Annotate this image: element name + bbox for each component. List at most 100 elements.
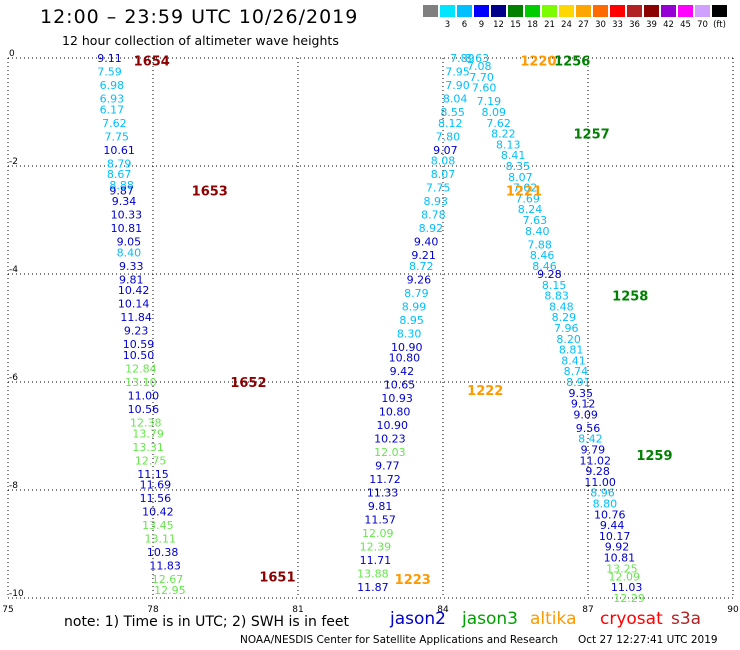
color-scale-cell: 39 bbox=[643, 4, 660, 30]
wave-height-value: 11.71 bbox=[360, 554, 392, 567]
color-scale-cell: 70 bbox=[694, 4, 711, 30]
wave-height-value: 9.42 bbox=[390, 365, 415, 378]
x-tick-label: 87 bbox=[582, 605, 593, 615]
wave-height-value: 8.55 bbox=[440, 106, 465, 119]
wave-height-value: 8.95 bbox=[399, 314, 424, 327]
wave-height-value: 10.90 bbox=[391, 341, 423, 354]
y-tick-label: -6 bbox=[9, 373, 18, 383]
x-tick-label: 75 bbox=[2, 605, 13, 615]
wave-height-value: 9.11 bbox=[97, 52, 122, 65]
color-swatch bbox=[439, 4, 456, 18]
color-scale-cell: 12 bbox=[490, 4, 507, 30]
wave-height-value: 13.10 bbox=[125, 376, 157, 389]
color-swatch bbox=[592, 4, 609, 18]
wave-height-value: 9.40 bbox=[414, 236, 439, 249]
track-label: 1256 bbox=[554, 55, 590, 70]
wave-height-value: 8.92 bbox=[419, 222, 444, 235]
wave-height-value: 10.56 bbox=[128, 403, 160, 416]
color-scale-cell: 45 bbox=[677, 4, 694, 30]
wave-height-value: 8.88 bbox=[109, 179, 134, 192]
wave-height-value: 10.81 bbox=[111, 222, 143, 235]
wave-height-value: 9.34 bbox=[112, 195, 137, 208]
wave-height-value: 9.09 bbox=[573, 408, 598, 421]
wave-height-value: 8.83 bbox=[544, 290, 569, 303]
wave-height-value: 8.72 bbox=[409, 260, 434, 273]
x-tick-label: 81 bbox=[292, 605, 303, 615]
track-label: 1651 bbox=[259, 570, 295, 585]
wave-height-value: 9.81 bbox=[368, 500, 393, 513]
color-swatch bbox=[575, 4, 592, 18]
wave-height-value: 8.08 bbox=[431, 155, 456, 168]
color-scale-cell: 24 bbox=[558, 4, 575, 30]
wave-height-value: 11.33 bbox=[367, 487, 399, 500]
wave-height-value: 12.67 bbox=[152, 573, 184, 586]
color-scale-label: 30 bbox=[595, 20, 606, 30]
track-label: 1652 bbox=[230, 376, 266, 391]
wave-height-value: 13.45 bbox=[142, 519, 174, 532]
color-swatch bbox=[677, 4, 694, 18]
wave-height-value: 10.65 bbox=[384, 379, 416, 392]
wave-height-value: 12.95 bbox=[154, 584, 186, 597]
color-scale-label: 3 bbox=[444, 20, 451, 30]
color-scale-cell: 18 bbox=[524, 4, 541, 30]
wave-height-value: 12.29 bbox=[613, 592, 645, 605]
color-swatch bbox=[490, 4, 507, 18]
color-swatch bbox=[507, 4, 524, 18]
wave-height-value: 10.50 bbox=[123, 349, 155, 362]
wave-height-value: 9.56 bbox=[576, 422, 601, 435]
color-scale-label: (ft) bbox=[713, 20, 726, 30]
wave-height-value: 8.40 bbox=[117, 246, 142, 259]
wave-height-value: 6.93 bbox=[100, 93, 125, 106]
color-scale-label: 27 bbox=[578, 20, 589, 30]
color-swatch bbox=[422, 4, 439, 18]
color-scale-label: 24 bbox=[561, 20, 572, 30]
y-tick-label: 0 bbox=[9, 49, 15, 59]
wave-height-value: 13.88 bbox=[357, 568, 389, 581]
legend-altika: altika bbox=[530, 609, 577, 629]
color-scale-label: 6 bbox=[461, 20, 468, 30]
color-scale-cell: 6 bbox=[456, 4, 473, 30]
y-tick-label: -8 bbox=[9, 481, 18, 491]
credit-line: NOAA/NESDIS Center for Satellite Applica… bbox=[240, 634, 558, 646]
wave-height-value: 8.63 bbox=[465, 52, 490, 65]
color-swatch bbox=[558, 4, 575, 18]
wave-height-value: 12.39 bbox=[360, 541, 392, 554]
wave-height-value: 10.81 bbox=[604, 552, 636, 565]
color-scale-cell: 21 bbox=[541, 4, 558, 30]
color-scale-label: 33 bbox=[612, 20, 623, 30]
track-label: 1257 bbox=[574, 128, 610, 143]
wave-height-value: 7.02 bbox=[513, 182, 538, 195]
wave-height-value: 11.15 bbox=[137, 468, 169, 481]
wave-height-value: 9.23 bbox=[124, 325, 149, 338]
color-swatch bbox=[694, 4, 711, 18]
wave-height-value: 7.69 bbox=[515, 192, 540, 205]
wave-height-value: 13.31 bbox=[132, 441, 164, 454]
legend-jason3: jason3 bbox=[462, 609, 518, 629]
wave-height-value: 12.09 bbox=[362, 527, 394, 540]
track-label: 1653 bbox=[192, 184, 228, 199]
color-scale-bar: 3 6 9 12 15 18 21 24 27 30 33 36 39 42 45 70 (ft) bbox=[422, 4, 728, 30]
wave-height-value: 10.59 bbox=[123, 338, 155, 351]
wave-height-value: 8.81 bbox=[559, 344, 584, 357]
track-label: 1654 bbox=[134, 55, 170, 70]
color-scale-cell: (ft) bbox=[711, 4, 728, 30]
wave-height-value: 8.41 bbox=[561, 354, 586, 367]
wave-height-value: 8.09 bbox=[482, 106, 507, 119]
legend-cryosat: cryosat bbox=[600, 609, 663, 629]
wave-height-value: 8.15 bbox=[542, 279, 567, 292]
color-scale-label: 15 bbox=[510, 20, 521, 30]
wave-height-value: 12.09 bbox=[609, 570, 641, 583]
wave-height-value: 8.46 bbox=[530, 249, 555, 262]
color-swatch bbox=[626, 4, 643, 18]
color-scale-label: 12 bbox=[493, 20, 504, 30]
color-scale-cell: 36 bbox=[626, 4, 643, 30]
track-label: 1220 bbox=[520, 55, 556, 70]
wave-height-value: 6.98 bbox=[100, 79, 125, 92]
wave-height-value: 9.44 bbox=[600, 519, 625, 532]
wave-height-value: 10.80 bbox=[389, 352, 421, 365]
wave-height-value: 11.83 bbox=[149, 560, 181, 573]
color-scale-cell: 9 bbox=[473, 4, 490, 30]
wave-height-value: 9.33 bbox=[119, 260, 144, 273]
x-tick-label: 78 bbox=[147, 605, 159, 615]
color-scale-label: 39 bbox=[646, 20, 657, 30]
